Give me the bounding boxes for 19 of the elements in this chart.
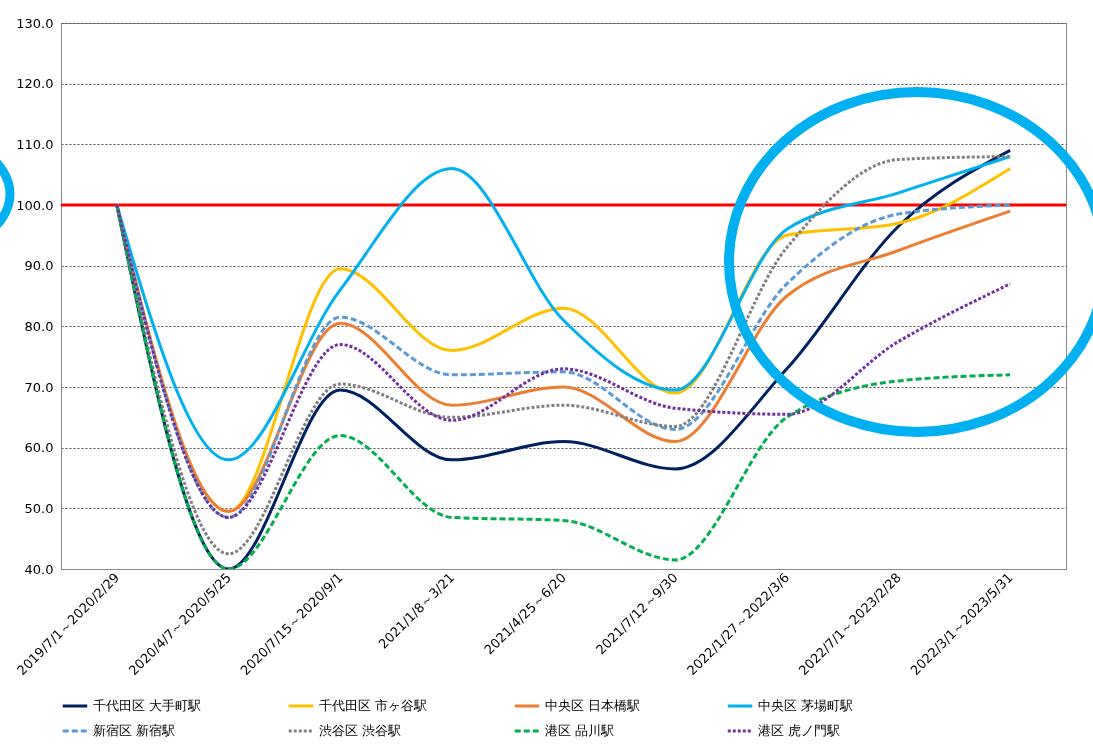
y-tick-label: 50.0 — [24, 500, 54, 516]
y-tick-label: 70.0 — [24, 379, 54, 395]
legend-label: 港区 品川駅 — [545, 723, 615, 738]
y-tick-label: 60.0 — [24, 440, 54, 456]
legend-label: 中央区 日本橋駅 — [545, 698, 641, 713]
legend-label: 中央区 茅場町駅 — [758, 698, 854, 713]
legend-label: 千代田区 大手町駅 — [93, 698, 202, 713]
y-tick-label: 90.0 — [24, 258, 54, 274]
y-tick-label: 80.0 — [24, 318, 54, 334]
y-tick-label: 110.0 — [16, 136, 54, 152]
legend-label: 新宿区 新宿駅 — [93, 723, 176, 738]
y-tick-label: 40.0 — [24, 561, 54, 577]
y-tick-label: 120.0 — [16, 76, 54, 92]
line-series — [115, 154, 1012, 462]
legend-label: 千代田区 市ヶ谷駅 — [319, 698, 428, 713]
legend-label: 渋谷区 渋谷駅 — [319, 723, 402, 738]
legend-label: 港区 虎ノ門駅 — [758, 723, 841, 738]
y-tick-label: 130.0 — [16, 15, 54, 31]
y-tick-label: 100.0 — [16, 197, 54, 213]
